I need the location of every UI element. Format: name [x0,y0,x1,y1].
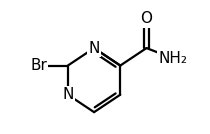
Text: N: N [62,87,74,102]
Text: N: N [88,41,100,56]
Text: O: O [140,11,152,26]
Text: Br: Br [30,58,47,73]
Text: NH₂: NH₂ [158,51,187,66]
